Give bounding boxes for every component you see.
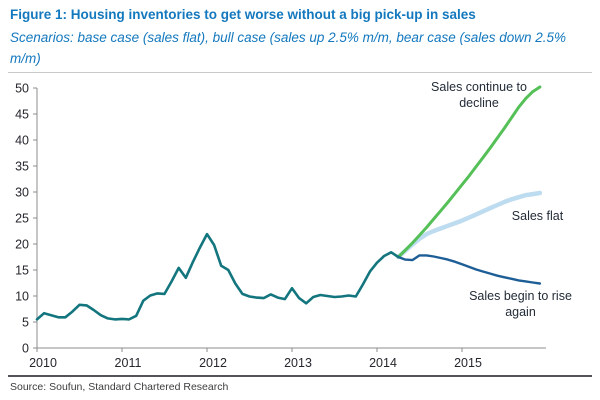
x-tick-label: 2014	[369, 356, 397, 370]
y-tick-label: 50	[15, 82, 29, 96]
annotation-sales-continue-to-decline: Sales continue to decline	[431, 80, 527, 110]
y-tick-label: 25	[15, 212, 29, 226]
y-tick-label: 40	[15, 134, 29, 148]
y-tick-label: 10	[15, 290, 29, 304]
y-tick-label: 45	[15, 108, 29, 122]
series-bear	[396, 85, 542, 259]
x-tick-label: 2013	[284, 356, 312, 370]
y-tick-label: 15	[15, 264, 29, 278]
series-base	[396, 190, 543, 260]
y-tick-label: 5	[22, 316, 29, 330]
footer-divider	[8, 375, 592, 377]
header-divider	[8, 72, 592, 73]
annotation-sales-begin-to-rise-again: Sales begin to rise again	[469, 289, 572, 319]
source-text: Source: Soufun, Standard Chartered Resea…	[10, 381, 229, 393]
x-tick-label: 2015	[454, 356, 482, 370]
x-tick-label: 2012	[199, 356, 227, 370]
y-tick-label: 20	[15, 238, 29, 252]
y-tick-label: 30	[15, 186, 29, 200]
x-tick-label: 2010	[29, 356, 57, 370]
figure-title: Figure 1: Housing inventories to get wor…	[10, 7, 476, 22]
y-tick-label: 35	[15, 160, 29, 174]
annotation-sales-flat: Sales flat	[511, 209, 564, 223]
series-historical	[35, 232, 400, 321]
series-bull	[397, 254, 542, 285]
x-tick-label: 2011	[115, 356, 142, 370]
y-tick-label: 0	[22, 342, 29, 356]
figure-subtitle: Scenarios: base case (sales flat), bull …	[10, 30, 567, 66]
